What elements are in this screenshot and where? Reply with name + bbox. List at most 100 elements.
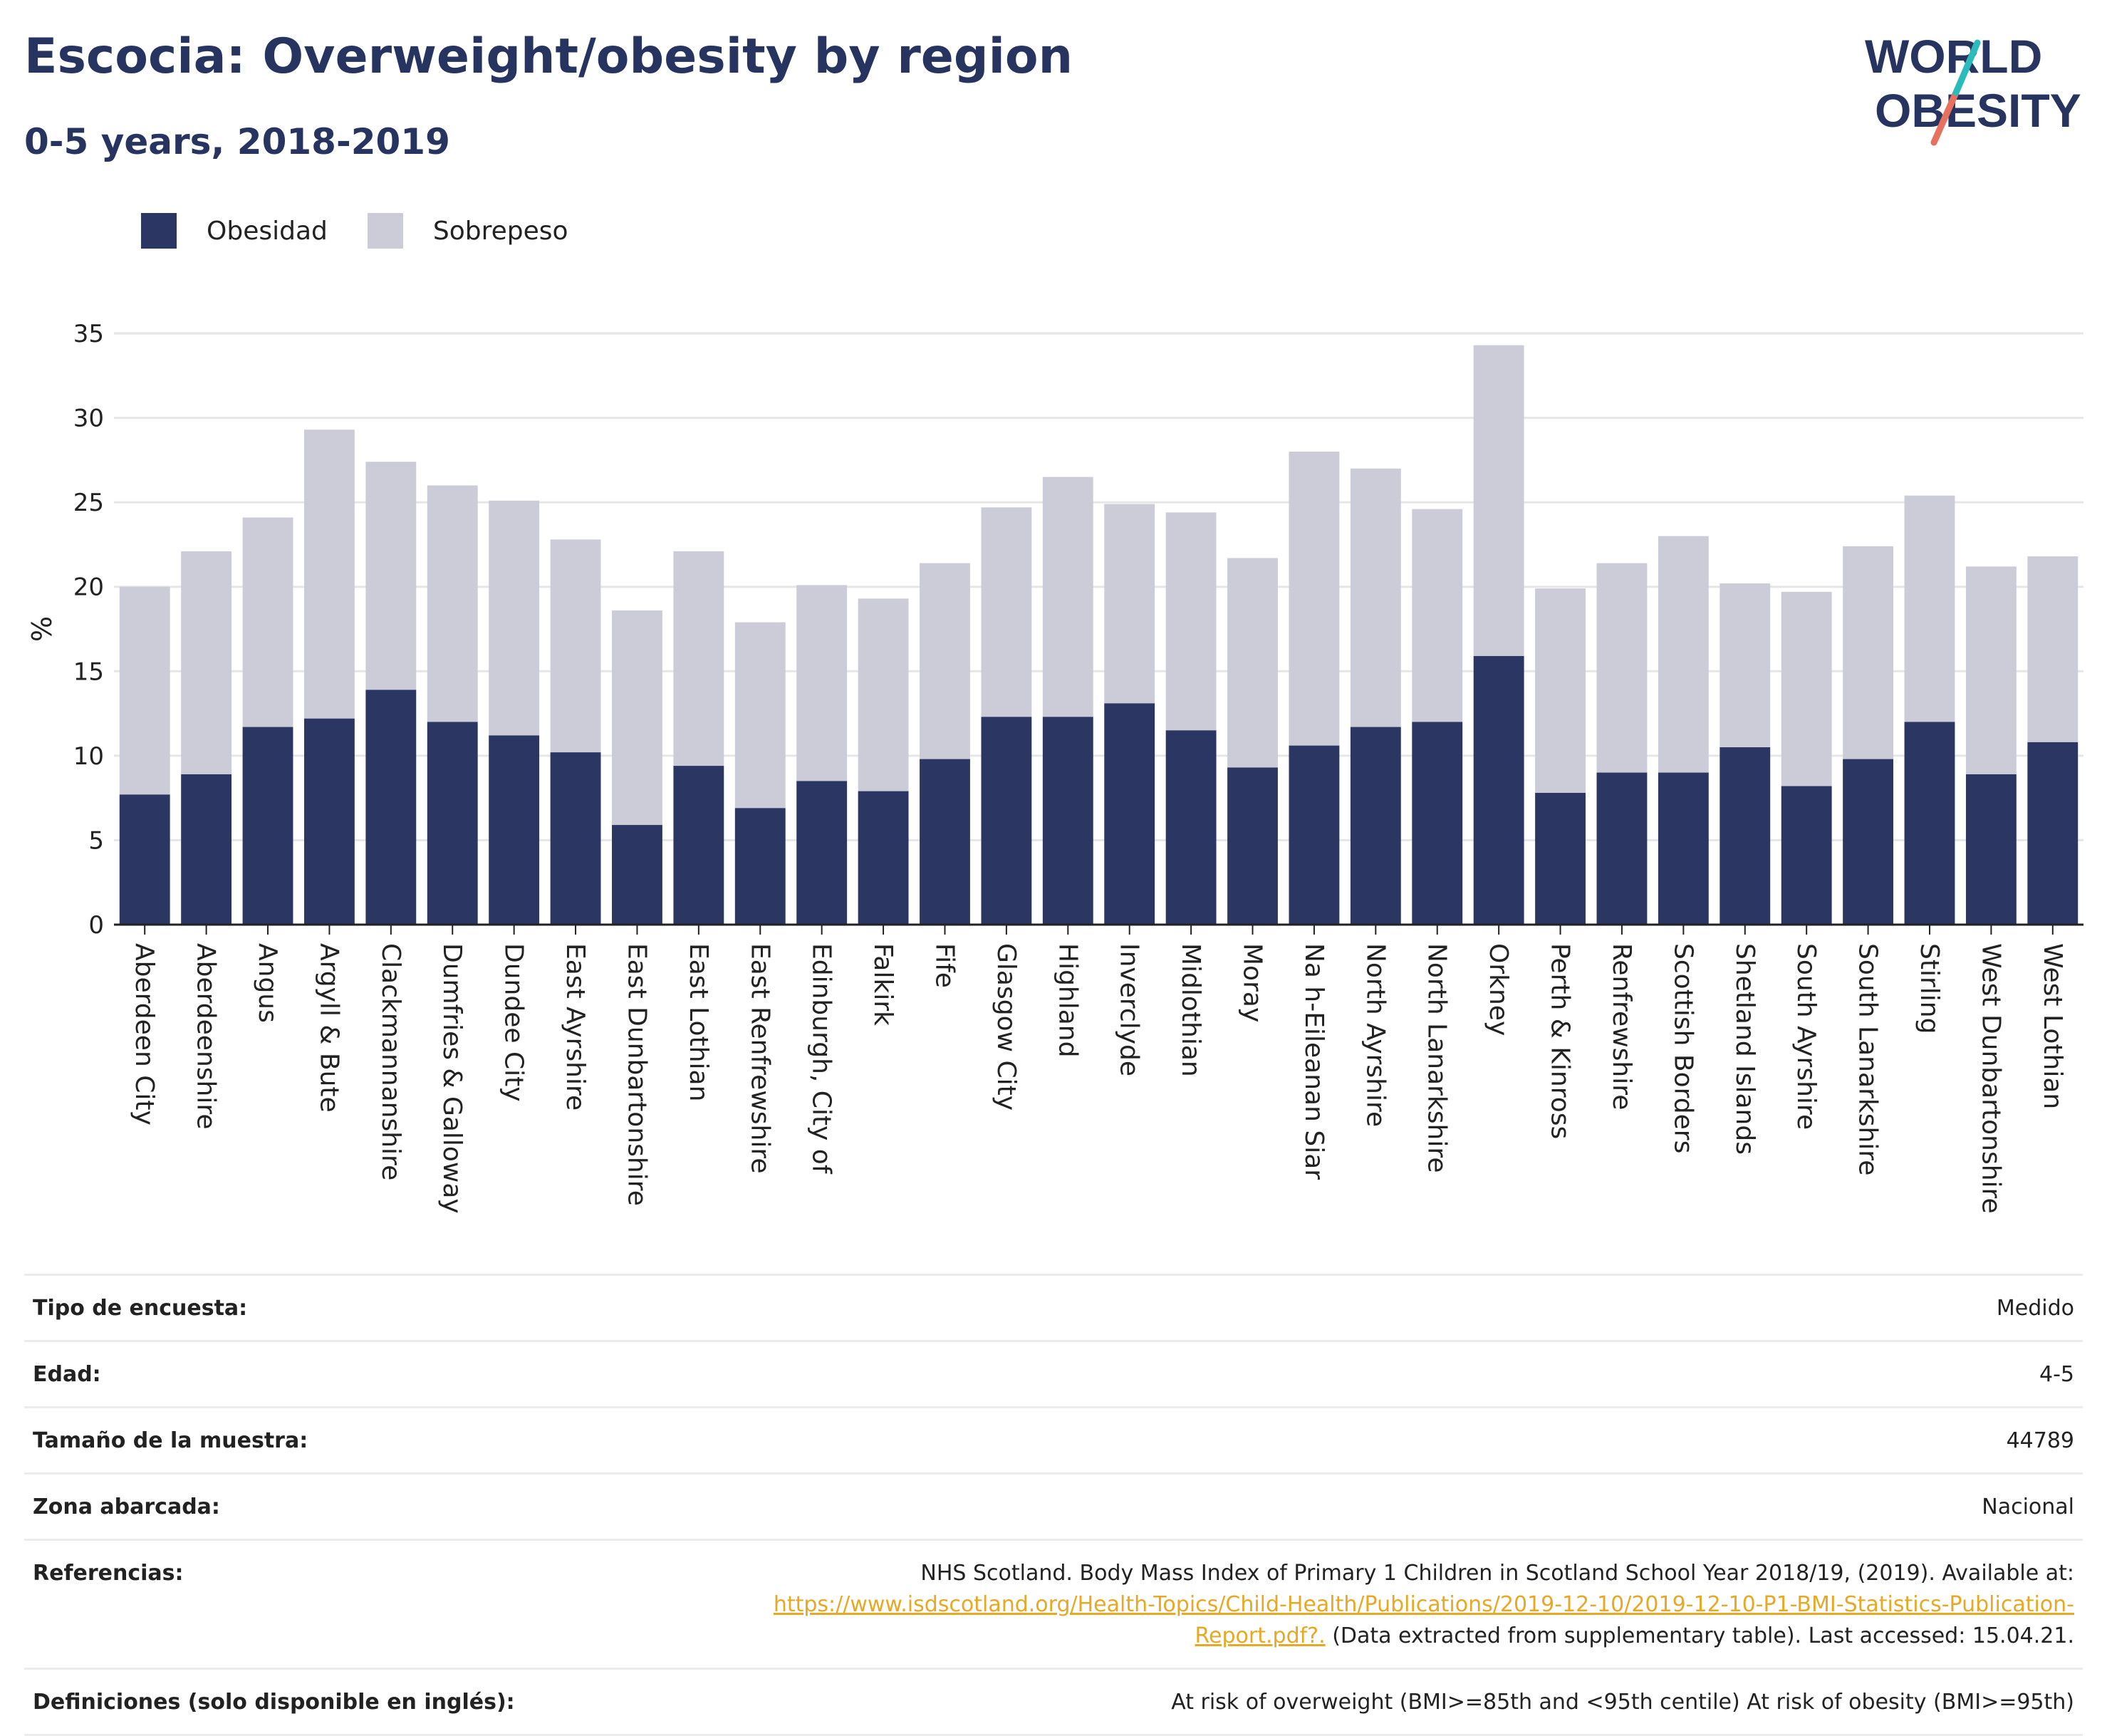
x-tick-label: North Ayrshire [1361,943,1390,1127]
x-tick-label: Na h-Eileanan Siar [1299,943,1328,1180]
x-tick-label: Highland [1053,943,1082,1057]
bar-sobrepeso [1289,452,1340,746]
bar-sobrepeso [1104,504,1155,704]
bar-obesidad [612,825,662,925]
x-tick-label: Orkney [1484,943,1513,1036]
legend-swatch-obesidad [141,213,177,249]
bar-obesidad [1535,793,1586,925]
bar-sobrepeso [612,610,662,826]
bar-obesidad [489,735,540,925]
info-value: 4-5 [682,1340,2083,1408]
info-label: Tamaño de la muestra: [24,1406,682,1474]
info-row-survey-type: Tipo de encuesta: Medido [24,1274,2083,1341]
legend-label-obesidad: Obesidad [207,216,328,246]
bar-obesidad [550,752,601,925]
world-obesity-logo: WORLD OBESITY [1865,30,2081,146]
bar-sobrepeso [1720,583,1771,747]
x-tick-label: East Dunbartonshire [622,943,651,1206]
info-value: NHS Scotland. Body Mass Index of Primary… [682,1539,2083,1669]
bar-sobrepeso [920,563,970,759]
logo-line2: OBESITY [1875,84,2081,137]
info-label: Edad: [24,1340,682,1408]
y-tick-label: 0 [88,911,104,940]
x-tick-label: Midlothian [1176,943,1205,1077]
reference-link[interactable]: https://www.isdscotland.org/Health-Topic… [773,1592,2074,1648]
x-tick-label: Shetland Islands [1730,943,1759,1155]
page-title: Escocia: Overweight/obesity by region [24,28,1073,85]
bar-obesidad [242,727,293,925]
x-tick-label: Stirling [1915,943,1944,1034]
x-tick-label: Inverclyde [1115,943,1144,1076]
bar-sobrepeso [1535,588,1586,794]
bars [119,345,2079,925]
y-tick-label: 5 [88,826,104,855]
y-tick-label: 15 [73,658,104,686]
x-tick-label: Glasgow City [992,943,1021,1111]
bar-sobrepeso [242,517,293,727]
x-tick-label: Renfrewshire [1607,943,1636,1110]
x-tick-label: Aberdeenshire [192,943,221,1130]
bar-sobrepeso [181,551,232,774]
bar-sobrepeso [1843,546,1894,759]
bar-sobrepeso [2027,556,2079,742]
x-tick-label: Dundee City [499,943,529,1102]
y-tick-label: 30 [73,405,104,433]
x-tick-label: Falkirk [868,943,898,1026]
bar-obesidad [1965,774,2017,925]
bar-sobrepeso [1658,536,1709,773]
bar-sobrepeso [1596,563,1648,773]
info-row-area: Zona abarcada: Nacional [24,1472,2083,1540]
x-tick-label: South Lanarkshire [1853,943,1883,1175]
info-label: Tipo de encuesta: [24,1274,682,1341]
x-tick-label: Edinburgh, City of [807,943,836,1175]
info-row-sample-size: Tamaño de la muestra: 44789 [24,1406,2083,1474]
bar-obesidad [1289,745,1340,925]
bar-sobrepeso [489,500,540,736]
info-row-references: Referencias: NHS Scotland. Body Mass Ind… [24,1539,2083,1669]
bar-obesidad [981,717,1032,925]
x-tick-label: South Ayrshire [1791,943,1821,1130]
logo-slash-coral [1930,89,1960,146]
y-tick-label: 35 [73,320,104,348]
bar-obesidad [1227,767,1278,925]
bar-sobrepeso [1412,509,1463,722]
bar-sobrepeso [1473,345,1524,656]
bar-sobrepeso [303,430,355,719]
bar-sobrepeso [673,551,724,766]
bar-sobrepeso [1042,477,1093,717]
bar-obesidad [119,794,170,925]
info-row-age: Edad: 4-5 [24,1340,2083,1408]
stacked-bar-chart: 0 5 10 15 20 25 30 35% Aberdeen City Aberdeenshir… [26,320,2083,1214]
bar-obesidad [1904,722,1955,925]
bar-obesidad [181,774,232,925]
x-tick-label: Dumfries & Galloway [437,943,467,1214]
bar-sobrepeso [1227,558,1278,768]
bar-sobrepeso [734,622,786,809]
legend-swatch-sobrepeso [367,213,403,249]
y-tick-label: 25 [73,489,104,517]
x-tick-label: Moray [1238,943,1267,1022]
reference-text: NHS Scotland. Body Mass Index of Primary… [920,1561,2074,1586]
axes: 0 5 10 15 20 25 30 35% Aberdeen City Aberdeenshir… [26,320,2083,1214]
bar-obesidad [1350,727,1401,925]
info-value: 44789 [682,1406,2083,1474]
x-tick-label: Fife [930,943,959,988]
logo-line1: WORLD [1865,30,2042,83]
bar-obesidad [427,722,478,925]
x-tick-label: North Lanarkshire [1422,943,1452,1173]
x-tick-label: West Dunbartonshire [1976,943,2005,1214]
bar-obesidad [1165,730,1217,925]
x-tick-label: Clackmannanshire [376,943,405,1180]
bar-obesidad [1720,747,1771,925]
legend-item-sobrepeso: Sobrepeso [367,213,568,249]
bar-obesidad [673,766,724,925]
info-value: At risk of overweight (BMI>=85th and <95… [682,1668,2083,1736]
bar-sobrepeso [981,507,1032,717]
bar-sobrepeso [365,462,417,690]
info-value: Medido [682,1274,2083,1341]
bar-obesidad [920,759,970,925]
bar-sobrepeso [1350,468,1401,727]
x-tick-label: East Lothian [684,943,713,1101]
legend-item-obesidad: Obesidad [141,213,328,249]
bar-obesidad [1473,655,1524,925]
